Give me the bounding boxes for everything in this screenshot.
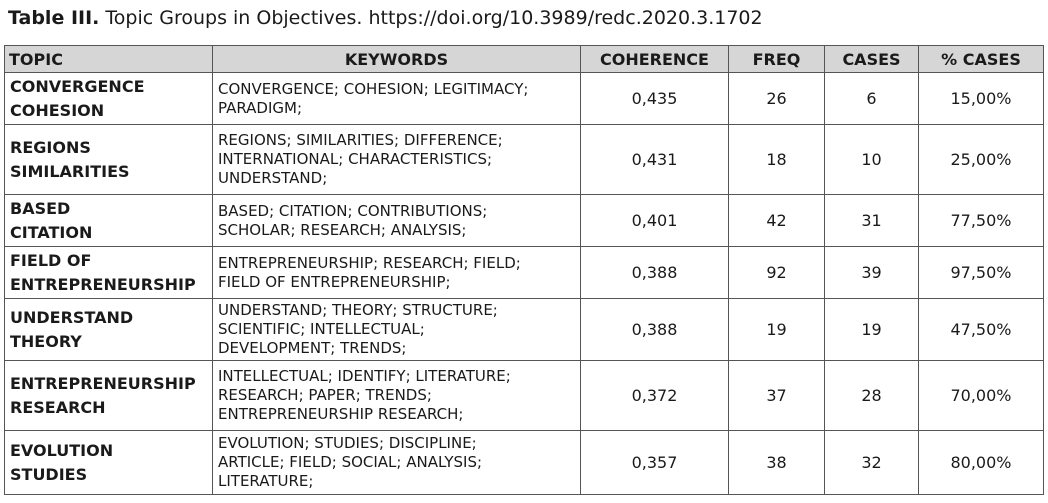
header-topic: TOPIC <box>4 45 213 73</box>
table-row: FIELD OF ENTREPRENEURSHIP ENTREPRENEURSHIP… <box>4 246 1044 299</box>
topic-cell: REGIONS SIMILARITIES <box>4 124 213 195</box>
table-caption: Table III. Topic Groups in Objectives. h… <box>8 6 763 30</box>
keywords-cell: BASED; CITATION; CONTRIBUTIONS; SCHOLAR; … <box>212 194 581 247</box>
topic-line: UNDERSTAND <box>10 307 134 327</box>
cases-cell: 19 <box>824 298 919 361</box>
table-row: CONVERGENCE COHESION CONVERGENCE; COHESION… <box>4 72 1044 125</box>
table-row: BASED CITATION BASED; CITATION; CONTRIBUTI… <box>4 194 1044 247</box>
topic-line: FIELD OF <box>10 250 92 270</box>
topic-cell: UNDERSTAND THEORY <box>4 298 213 361</box>
topic-cell: EVOLUTION STUDIES <box>4 430 213 495</box>
topic-line: REGIONS <box>10 137 91 157</box>
cases-cell: 32 <box>824 430 919 495</box>
freq-cell: 18 <box>728 124 825 195</box>
topic-cell: FIELD OF ENTREPRENEURSHIP <box>4 246 213 299</box>
topic-cell: BASED CITATION <box>4 194 213 247</box>
keywords-line: ARTICLE; FIELD; SOCIAL; ANALYSIS; <box>218 453 483 471</box>
freq-cell: 42 <box>728 194 825 247</box>
pct-cases-cell: 77,50% <box>918 194 1044 247</box>
coherence-cell: 0,435 <box>580 72 729 125</box>
pct-cases-cell: 25,00% <box>918 124 1044 195</box>
keywords-line: DEVELOPMENT; TRENDS; <box>218 339 407 357</box>
header-keywords: KEYWORDS <box>212 45 581 73</box>
topic-line: THEORY <box>10 331 82 351</box>
cases-cell: 6 <box>824 72 919 125</box>
keywords-line: SCIENTIFIC; INTELLECTUAL; <box>218 320 425 338</box>
keywords-line: FIELD OF ENTREPRENEURSHIP; <box>218 272 451 291</box>
freq-cell: 92 <box>728 246 825 299</box>
freq-cell: 37 <box>728 360 825 431</box>
freq-cell: 19 <box>728 298 825 361</box>
topic-line: COHESION <box>10 100 105 120</box>
pct-cases-cell: 97,50% <box>918 246 1044 299</box>
topic-groups-table: TOPIC KEYWORDS COHERENCE FREQ CASES % CA… <box>4 45 1044 495</box>
caption-text: Topic Groups in Objectives. https://doi.… <box>99 7 763 29</box>
keywords-line: INTELLECTUAL; IDENTIFY; LITERATURE; <box>218 367 511 385</box>
cases-cell: 28 <box>824 360 919 431</box>
freq-cell: 26 <box>728 72 825 125</box>
table-header-row: TOPIC KEYWORDS COHERENCE FREQ CASES % CA… <box>4 45 1044 73</box>
header-freq: FREQ <box>728 45 825 73</box>
pct-cases-cell: 15,00% <box>918 72 1044 125</box>
keywords-cell: INTELLECTUAL; IDENTIFY; LITERATURE; RESEA… <box>212 360 581 431</box>
header-cases: CASES <box>824 45 919 73</box>
keywords-line: UNDERSTAND; THEORY; STRUCTURE; <box>218 301 498 319</box>
keywords-line: INTERNATIONAL; CHARACTERISTICS; <box>218 150 493 168</box>
topic-line: ENTREPRENEURSHIP <box>10 373 196 393</box>
coherence-cell: 0,357 <box>580 430 729 495</box>
topic-line: CONVERGENCE <box>10 76 145 96</box>
keywords-line: ENTREPRENEURSHIP RESEARCH; <box>218 405 464 423</box>
header-coherence: COHERENCE <box>580 45 729 73</box>
cases-cell: 31 <box>824 194 919 247</box>
freq-cell: 38 <box>728 430 825 495</box>
topic-line: BASED <box>10 198 71 218</box>
keywords-line: EVOLUTION; STUDIES; DISCIPLINE; <box>218 434 477 452</box>
keywords-line: PARADIGM; <box>218 98 303 117</box>
keywords-cell: EVOLUTION; STUDIES; DISCIPLINE; ARTICLE; … <box>212 430 581 495</box>
keywords-line: CONVERGENCE; COHESION; LEGITIMACY; <box>218 79 529 98</box>
pct-cases-cell: 47,50% <box>918 298 1044 361</box>
pct-cases-cell: 70,00% <box>918 360 1044 431</box>
keywords-cell: CONVERGENCE; COHESION; LEGITIMACY; PARADI… <box>212 72 581 125</box>
keywords-line: RESEARCH; PAPER; TRENDS; <box>218 386 432 404</box>
topic-line: ENTREPRENEURSHIP <box>10 274 196 294</box>
header-pct-cases: % CASES <box>918 45 1044 73</box>
coherence-cell: 0,401 <box>580 194 729 247</box>
keywords-cell: ENTREPRENEURSHIP; RESEARCH; FIELD; FIELD … <box>212 246 581 299</box>
coherence-cell: 0,388 <box>580 298 729 361</box>
table-row: REGIONS SIMILARITIES REGIONS; SIMILARITIES… <box>4 124 1044 195</box>
keywords-line: ENTREPRENEURSHIP; RESEARCH; FIELD; <box>218 253 521 272</box>
table-row: EVOLUTION STUDIES EVOLUTION; STUDIES; DISC… <box>4 430 1044 495</box>
keywords-line: REGIONS; SIMILARITIES; DIFFERENCE; <box>218 131 503 149</box>
topic-line: EVOLUTION <box>10 440 114 460</box>
topic-line: STUDIES <box>10 464 88 484</box>
coherence-cell: 0,431 <box>580 124 729 195</box>
topic-line: RESEARCH <box>10 397 106 417</box>
coherence-cell: 0,372 <box>580 360 729 431</box>
topic-cell: ENTREPRENEURSHIP RESEARCH <box>4 360 213 431</box>
keywords-line: LITERATURE; <box>218 472 314 490</box>
topic-line: CITATION <box>10 222 93 242</box>
cases-cell: 39 <box>824 246 919 299</box>
keywords-cell: UNDERSTAND; THEORY; STRUCTURE; SCIENTIFIC… <box>212 298 581 361</box>
keywords-line: BASED; CITATION; CONTRIBUTIONS; <box>218 201 488 220</box>
coherence-cell: 0,388 <box>580 246 729 299</box>
keywords-line: UNDERSTAND; <box>218 169 328 187</box>
keywords-line: SCHOLAR; RESEARCH; ANALYSIS; <box>218 220 467 239</box>
keywords-cell: REGIONS; SIMILARITIES; DIFFERENCE; INTERN… <box>212 124 581 195</box>
cases-cell: 10 <box>824 124 919 195</box>
pct-cases-cell: 80,00% <box>918 430 1044 495</box>
caption-label: Table III. <box>8 7 100 29</box>
table-row: ENTREPRENEURSHIP RESEARCH INTELLECTUAL; ID… <box>4 360 1044 431</box>
table-row: UNDERSTAND THEORY UNDERSTAND; THEORY; STRU… <box>4 298 1044 361</box>
topic-cell: CONVERGENCE COHESION <box>4 72 213 125</box>
topic-line: SIMILARITIES <box>10 161 130 181</box>
